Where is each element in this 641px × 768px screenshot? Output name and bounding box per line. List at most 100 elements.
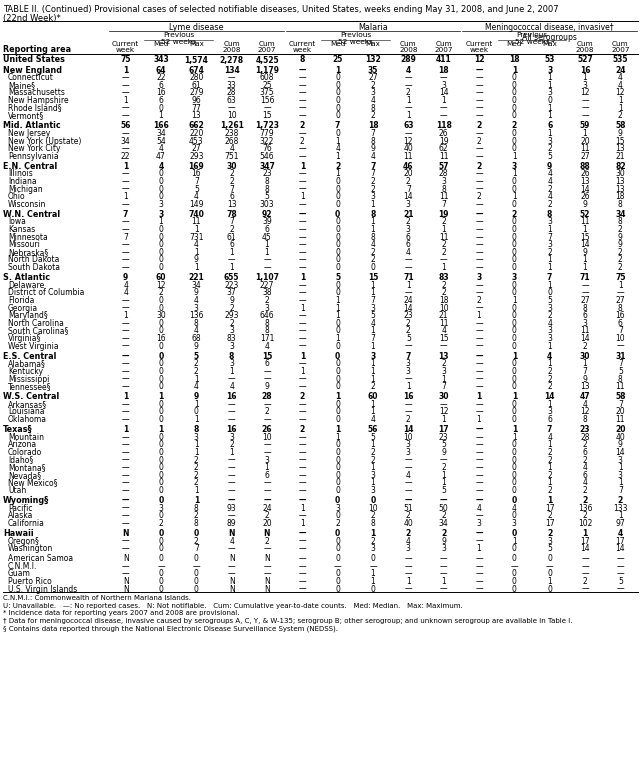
Text: —: — — [404, 407, 412, 416]
Text: 1: 1 — [335, 432, 340, 442]
Text: —: — — [263, 440, 271, 449]
Text: —: — — [475, 352, 483, 361]
Text: 12: 12 — [404, 137, 413, 145]
Text: —: — — [299, 104, 306, 113]
Text: 7: 7 — [370, 162, 376, 170]
Text: 0: 0 — [158, 544, 163, 553]
Text: C.N.M.I.: Commonwealth of Northern Mariana Islands.: C.N.M.I.: Commonwealth of Northern Maria… — [3, 595, 191, 601]
Text: —: — — [299, 170, 306, 178]
Text: 28: 28 — [262, 392, 272, 401]
Text: South Dakota: South Dakota — [8, 263, 60, 272]
Text: 1: 1 — [618, 281, 622, 290]
Text: 23: 23 — [579, 425, 590, 434]
Text: 15: 15 — [439, 334, 449, 343]
Text: 0: 0 — [335, 111, 340, 121]
Text: 0: 0 — [512, 478, 517, 488]
Text: 13: 13 — [227, 200, 237, 209]
Text: 0: 0 — [335, 256, 340, 264]
Text: 0: 0 — [335, 400, 340, 409]
Text: 0: 0 — [512, 440, 517, 449]
Text: 11: 11 — [580, 326, 590, 336]
Text: —: — — [263, 375, 271, 383]
Text: Wisconsin: Wisconsin — [8, 200, 46, 209]
Text: American Samoa: American Samoa — [8, 554, 73, 563]
Text: 10: 10 — [262, 432, 272, 442]
Text: 61: 61 — [227, 233, 237, 242]
Text: —: — — [404, 554, 412, 563]
Text: —: — — [299, 537, 306, 545]
Text: —: — — [299, 432, 306, 442]
Text: —: — — [299, 471, 306, 480]
Text: 0: 0 — [335, 544, 340, 553]
Text: 6: 6 — [406, 233, 411, 242]
Text: 4: 4 — [370, 415, 376, 424]
Text: —: — — [475, 554, 483, 563]
Text: —: — — [475, 248, 483, 257]
Text: 3: 3 — [476, 273, 481, 282]
Text: 1: 1 — [194, 400, 199, 409]
Text: 1: 1 — [547, 225, 552, 234]
Text: 2: 2 — [477, 192, 481, 201]
Text: 0: 0 — [158, 569, 163, 578]
Text: 1: 1 — [370, 367, 376, 376]
Text: —: — — [122, 407, 129, 416]
Text: 0: 0 — [194, 407, 199, 416]
Text: 2: 2 — [265, 296, 269, 305]
Text: 1: 1 — [194, 486, 199, 495]
Text: 3: 3 — [370, 352, 376, 361]
Text: 0: 0 — [158, 471, 163, 480]
Text: 1: 1 — [406, 96, 411, 105]
Text: —: — — [299, 496, 306, 505]
Text: 12: 12 — [156, 281, 166, 290]
Text: —: — — [475, 263, 483, 272]
Text: 3: 3 — [194, 303, 199, 313]
Text: 1: 1 — [335, 425, 340, 434]
Text: 4: 4 — [406, 471, 411, 480]
Text: 0: 0 — [335, 225, 340, 234]
Text: 11: 11 — [439, 152, 449, 161]
Text: —: — — [263, 104, 271, 113]
Text: 0: 0 — [158, 455, 163, 465]
Text: 3: 3 — [618, 471, 623, 480]
Text: 1: 1 — [583, 256, 587, 264]
Text: 88: 88 — [579, 162, 590, 170]
Text: 0: 0 — [512, 129, 517, 138]
Text: 5: 5 — [194, 352, 199, 361]
Text: 1: 1 — [300, 273, 305, 282]
Text: —: — — [263, 496, 271, 505]
Text: 24: 24 — [262, 504, 272, 512]
Text: New Jersey: New Jersey — [8, 129, 50, 138]
Text: 674: 674 — [188, 65, 204, 74]
Text: 779: 779 — [260, 129, 274, 138]
Text: 1: 1 — [583, 225, 587, 234]
Text: 2: 2 — [370, 248, 376, 257]
Text: 1: 1 — [547, 478, 552, 488]
Text: —: — — [440, 496, 447, 505]
Text: Tennessee§: Tennessee§ — [8, 382, 51, 391]
Text: 1: 1 — [547, 281, 552, 290]
Text: 1: 1 — [370, 478, 376, 488]
Text: 1: 1 — [370, 375, 376, 383]
Text: 2: 2 — [441, 281, 446, 290]
Text: 8: 8 — [618, 303, 622, 313]
Text: 1: 1 — [583, 359, 587, 369]
Text: 3: 3 — [441, 177, 446, 186]
Text: Max: Max — [542, 41, 557, 47]
Text: 2: 2 — [547, 184, 552, 194]
Text: 9: 9 — [441, 448, 446, 457]
Text: 0: 0 — [512, 248, 517, 257]
Text: —: — — [157, 562, 165, 571]
Text: 12: 12 — [580, 88, 590, 98]
Text: —: — — [263, 415, 271, 424]
Text: —: — — [475, 129, 483, 138]
Text: —: — — [475, 537, 483, 545]
Text: 3: 3 — [406, 544, 411, 553]
Text: New Mexico§: New Mexico§ — [8, 478, 58, 488]
Text: 0: 0 — [158, 240, 163, 250]
Text: 14: 14 — [580, 334, 590, 343]
Text: 46: 46 — [403, 162, 413, 170]
Text: 1: 1 — [618, 463, 622, 472]
Text: 655: 655 — [224, 273, 240, 282]
Text: 3: 3 — [229, 359, 234, 369]
Text: 26: 26 — [262, 425, 272, 434]
